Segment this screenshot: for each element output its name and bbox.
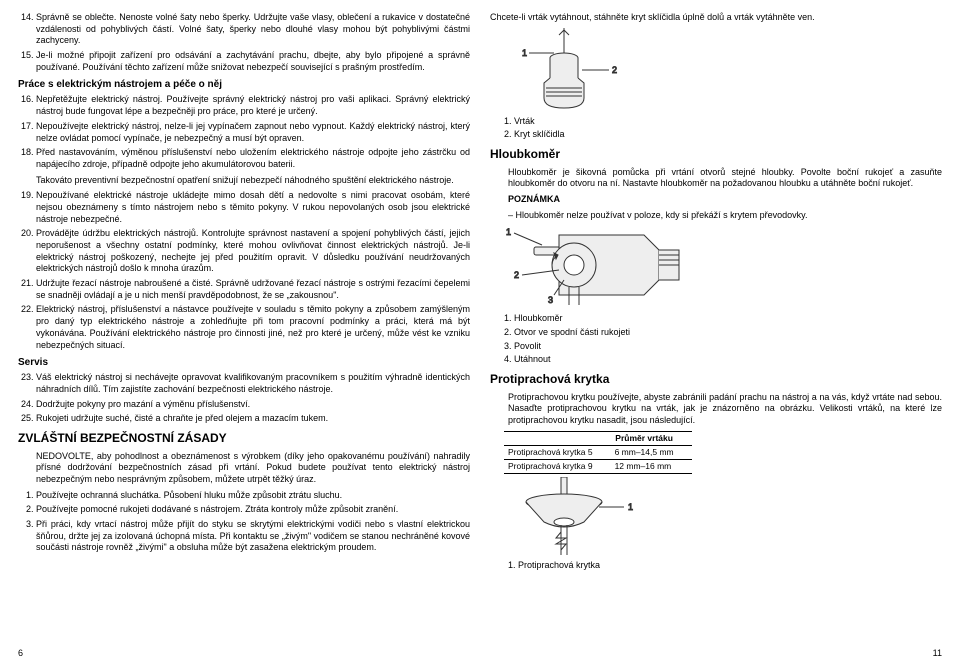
dl-1: 1. Hloubkoměr xyxy=(504,313,942,325)
svg-text:1: 1 xyxy=(522,48,527,58)
sp-2: Používejte pomocné rukojeti dodávané s n… xyxy=(36,504,470,516)
fig-dustcap: 1 xyxy=(504,477,942,557)
list-special: Používejte ochranná sluchátka. Působení … xyxy=(18,490,470,554)
li-20: Provádějte údržbu elektrických nástrojů.… xyxy=(36,228,470,275)
fig-chuck: 1 2 xyxy=(504,28,942,113)
legend-2: 2. Kryt sklíčidla xyxy=(504,129,942,141)
li-25: Rukojeti udržujte suché, čisté a chraňte… xyxy=(36,413,470,425)
td-00: Protiprachová krytka 5 xyxy=(504,445,611,459)
table-dustcap: Průměr vrtáku Protiprachová krytka 5 6 m… xyxy=(504,431,692,474)
list-care: Nepřetěžujte elektrický nástroj. Používe… xyxy=(18,94,470,170)
page-number-left: 6 xyxy=(18,648,23,660)
para-depth: Hloubkoměr je šikovná pomůcka při vrtání… xyxy=(490,167,942,190)
note-body: – Hloubkoměr nelze používat v poloze, kd… xyxy=(490,210,942,222)
td-10: Protiprachová krytka 9 xyxy=(504,459,611,473)
list-service: Váš elektrický nástroj si nechávejte opr… xyxy=(18,372,470,425)
page-number-right: 11 xyxy=(933,648,942,660)
para-dustcap: Protiprachovou krytku používejte, abyste… xyxy=(490,392,942,427)
heading-tool-care: Práce s elektrickým nástrojem a péče o n… xyxy=(18,78,470,91)
li-14: Správně se oblečte. Nenoste volné šaty n… xyxy=(36,12,470,47)
li-16: Nepřetěžujte elektrický nástroj. Používe… xyxy=(36,94,470,117)
li-18: Před nastavováním, výměnou příslušenství… xyxy=(36,147,470,170)
heading-depth: Hloubkoměr xyxy=(490,147,942,163)
fig-depth: 1 2 3 xyxy=(504,225,942,310)
dl-3: 3. Povolit xyxy=(504,341,942,353)
svg-text:3: 3 xyxy=(548,295,553,305)
sp-3: Při práci, kdy vrtací nástroj může přijí… xyxy=(36,519,470,554)
li-24: Dodržujte pokyny pro mazání a výměnu pří… xyxy=(36,399,470,411)
dl-4: 4. Utáhnout xyxy=(504,354,942,366)
legend-depth: 1. Hloubkoměr 2. Otvor ve spodní části r… xyxy=(490,313,942,366)
svg-text:1: 1 xyxy=(506,227,511,237)
heading-special: ZVLÁŠTNÍ BEZPEČNOSTNÍ ZÁSADY xyxy=(18,431,470,447)
th-blank xyxy=(504,431,611,445)
para-warn: NEDOVOLTE, aby pohodlnost a obeznámenost… xyxy=(18,451,470,486)
legend-1: 1. Vrták xyxy=(504,116,942,128)
svg-text:2: 2 xyxy=(514,270,519,280)
li-22: Elektrický nástroj, příslušenství a nást… xyxy=(36,304,470,351)
list-care2: Nepoužívané elektrické nástroje ukládejt… xyxy=(18,190,470,351)
list-dress: Správně se oblečte. Nenoste volné šaty n… xyxy=(18,12,470,73)
dl-2: 2. Otvor ve spodní části rukojeti xyxy=(504,327,942,339)
heading-service: Servis xyxy=(18,356,470,369)
li-23: Váš elektrický nástroj si nechávejte opr… xyxy=(36,372,470,395)
li-17: Nepoužívejte elektrický nástroj, nelze-l… xyxy=(36,121,470,144)
legend-dustcap: 1. Protiprachová krytka xyxy=(490,560,942,572)
td-01: 6 mm–14,5 mm xyxy=(611,445,692,459)
li-19: Nepoužívané elektrické nástroje ukládejt… xyxy=(36,190,470,225)
svg-text:1: 1 xyxy=(628,502,633,512)
sp-1: Používejte ochranná sluchátka. Působení … xyxy=(36,490,470,502)
td-11: 12 mm–16 mm xyxy=(611,459,692,473)
right-column: Chcete-li vrták vytáhnout, stáhněte kryt… xyxy=(490,12,942,656)
li-15: Je-li možné připojit zařízení pro odsává… xyxy=(36,50,470,73)
heading-dustcap: Protiprachová krytka xyxy=(490,372,942,388)
para-preventive: Takováto preventivní bezpečnostní opatře… xyxy=(18,175,470,187)
li-21: Udržujte řezací nástroje nabroušené a či… xyxy=(36,278,470,301)
note-label: POZNÁMKA xyxy=(490,194,942,206)
legend-chuck: 1. Vrták 2. Kryt sklíčidla xyxy=(490,116,942,141)
svg-text:2: 2 xyxy=(612,65,617,75)
para-pull-bit: Chcete-li vrták vytáhnout, stáhněte kryt… xyxy=(490,12,942,24)
left-column: Správně se oblečte. Nenoste volné šaty n… xyxy=(18,12,470,656)
th-diam: Průměr vrtáku xyxy=(611,431,692,445)
